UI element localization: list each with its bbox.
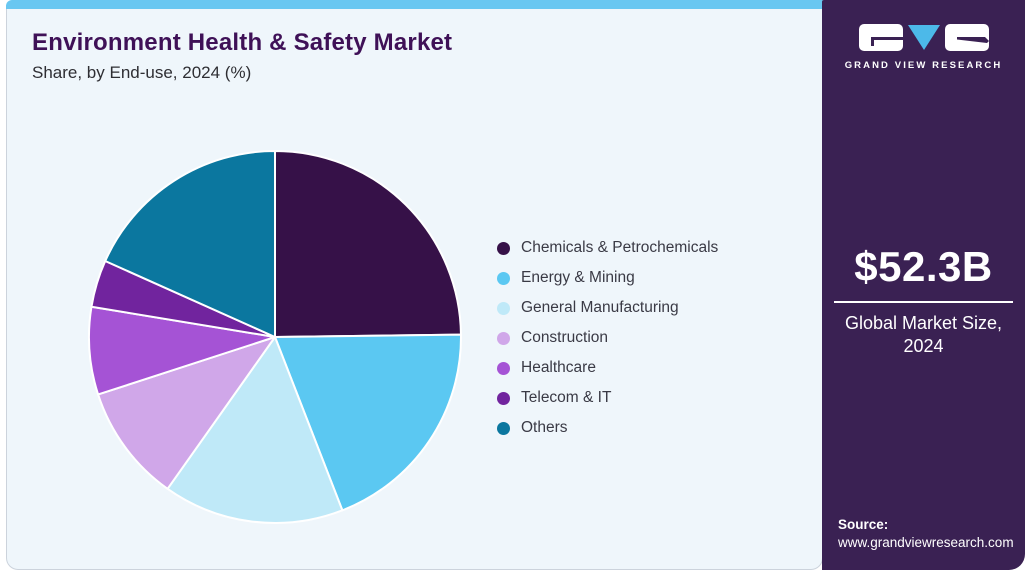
source-block: Source: www.grandviewresearch.com [838, 517, 1014, 550]
brand-name: GRAND VIEW RESEARCH [844, 60, 1003, 71]
logo-g-glyph [870, 37, 903, 46]
legend-item[interactable]: Construction [497, 323, 718, 353]
legend-label: Energy & Mining [521, 269, 635, 286]
pie-chart [85, 147, 465, 527]
pie-slice-chemicals-petrochemicals[interactable] [274, 150, 462, 338]
logo-r-glyph [956, 37, 989, 43]
page-subtitle: Share, by End-use, 2024 (%) [32, 63, 252, 82]
pie-slice-others[interactable] [104, 150, 276, 338]
legend-dot-icon [497, 301, 510, 315]
legend-item[interactable]: Chemicals & Petrochemicals [497, 233, 718, 263]
top-accent-bar [6, 0, 823, 9]
legend-item[interactable]: Telecom & IT [497, 383, 718, 413]
market-size-divider [834, 301, 1013, 303]
brand-sidebar: GRAND VIEW RESEARCH $52.3B Global Market… [822, 0, 1025, 570]
source-label: Source: [838, 517, 889, 532]
legend-item[interactable]: Energy & Mining [497, 263, 718, 293]
legend-dot-icon [497, 331, 510, 345]
source-url[interactable]: www.grandviewresearch.com [838, 535, 1014, 550]
logo-r-block [944, 24, 989, 51]
market-size-caption-line2: 2024 [903, 336, 944, 357]
legend-label: Construction [521, 329, 609, 346]
pie-chart-svg [88, 150, 462, 524]
legend-label: Others [521, 419, 568, 436]
chart-card: Environment Health & Safety Market Share… [6, 9, 823, 570]
market-size-value: $52.3B [854, 243, 993, 290]
pie-slice-general-manufacturing[interactable] [166, 336, 344, 524]
chart-legend: Chemicals & Petrochemicals Energy & Minin… [497, 233, 718, 443]
legend-label: Telecom & IT [521, 389, 612, 406]
logo-v-triangle-icon [907, 25, 940, 50]
legend-label: General Manufacturing [521, 299, 679, 316]
legend-dot-icon [497, 421, 510, 435]
page-title: Environment Health & Safety Market [32, 29, 453, 56]
market-size-block: $52.3B Global Market Size, 2024 [822, 243, 1025, 359]
gvr-logo: GRAND VIEW RESEARCH [822, 24, 1025, 71]
logo-g-block [858, 24, 903, 51]
pie-slice-energy-mining[interactable] [274, 333, 462, 512]
legend-item[interactable]: General Manufacturing [497, 293, 718, 323]
pie-slice-construction[interactable] [97, 336, 276, 490]
market-size-caption-line1: Global Market Size, [844, 313, 1003, 333]
legend-label: Chemicals & Petrochemicals [521, 239, 719, 256]
legend-dot-icon [497, 361, 510, 375]
legend-item[interactable]: Others [497, 413, 718, 443]
market-size-caption: Global Market Size, 2024 [822, 312, 1025, 359]
legend-item[interactable]: Healthcare [497, 353, 718, 383]
legend-dot-icon [497, 391, 510, 405]
legend-dot-icon [497, 271, 510, 285]
legend-label: Healthcare [521, 359, 596, 376]
legend-dot-icon [497, 241, 510, 255]
